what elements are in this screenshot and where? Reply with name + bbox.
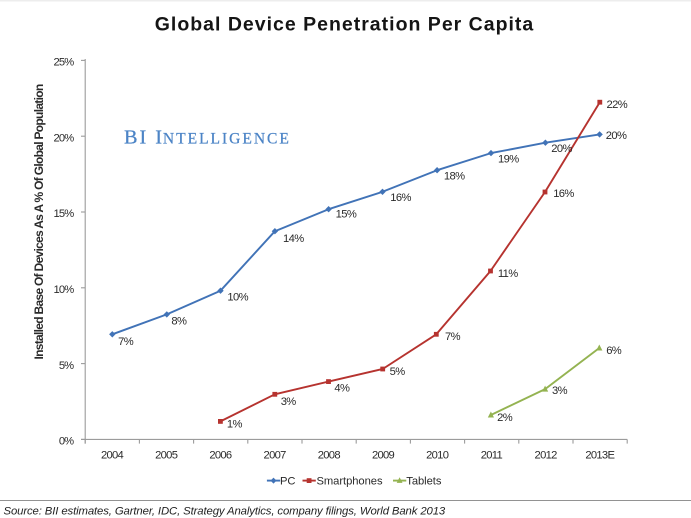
svg-text:Smartphones: Smartphones bbox=[317, 476, 383, 488]
svg-text:5%: 5% bbox=[59, 360, 74, 372]
svg-text:2009: 2009 bbox=[372, 449, 395, 461]
svg-text:2007: 2007 bbox=[264, 449, 287, 461]
svg-text:6%: 6% bbox=[606, 345, 622, 357]
svg-text:10%: 10% bbox=[227, 292, 248, 304]
svg-text:15%: 15% bbox=[53, 208, 74, 220]
svg-text:2013E: 2013E bbox=[585, 449, 614, 461]
svg-text:7%: 7% bbox=[445, 331, 461, 343]
svg-text:2006: 2006 bbox=[209, 449, 232, 461]
svg-text:8%: 8% bbox=[171, 316, 187, 328]
svg-text:7%: 7% bbox=[118, 336, 134, 348]
svg-text:2008: 2008 bbox=[318, 449, 341, 461]
svg-text:5%: 5% bbox=[390, 366, 406, 378]
svg-text:2004: 2004 bbox=[101, 449, 124, 461]
svg-text:10%: 10% bbox=[53, 284, 74, 296]
svg-text:PC: PC bbox=[280, 476, 295, 488]
svg-text:20%: 20% bbox=[53, 132, 74, 144]
svg-text:BI INTELLIGENCE: BI INTELLIGENCE bbox=[124, 127, 291, 149]
svg-text:2010: 2010 bbox=[426, 449, 449, 461]
svg-text:Source: BII estimates, Gartner: Source: BII estimates, Gartner, IDC, Str… bbox=[4, 506, 446, 518]
svg-text:2011: 2011 bbox=[481, 449, 503, 461]
svg-text:1%: 1% bbox=[227, 419, 243, 431]
svg-text:16%: 16% bbox=[390, 192, 411, 204]
svg-text:22%: 22% bbox=[607, 99, 628, 111]
svg-text:16%: 16% bbox=[553, 188, 574, 200]
svg-text:2005: 2005 bbox=[155, 449, 178, 461]
svg-text:14%: 14% bbox=[283, 233, 304, 245]
svg-text:Installed Base Of Devices As A: Installed Base Of Devices As A % Of Glob… bbox=[32, 84, 46, 359]
svg-text:20%: 20% bbox=[606, 130, 627, 142]
svg-text:2012: 2012 bbox=[535, 449, 558, 461]
svg-text:Global Device Penetration Per: Global Device Penetration Per Capita bbox=[155, 14, 535, 36]
svg-text:19%: 19% bbox=[498, 154, 519, 166]
svg-text:0%: 0% bbox=[59, 436, 74, 448]
svg-text:25%: 25% bbox=[53, 57, 74, 69]
svg-text:3%: 3% bbox=[281, 396, 297, 408]
svg-text:18%: 18% bbox=[444, 170, 465, 182]
svg-text:Tablets: Tablets bbox=[406, 476, 442, 488]
svg-text:4%: 4% bbox=[334, 382, 350, 394]
svg-text:2%: 2% bbox=[497, 412, 513, 424]
svg-text:15%: 15% bbox=[336, 208, 357, 220]
svg-text:3%: 3% bbox=[552, 385, 568, 397]
svg-text:20%: 20% bbox=[551, 143, 572, 155]
svg-text:11%: 11% bbox=[498, 268, 518, 280]
